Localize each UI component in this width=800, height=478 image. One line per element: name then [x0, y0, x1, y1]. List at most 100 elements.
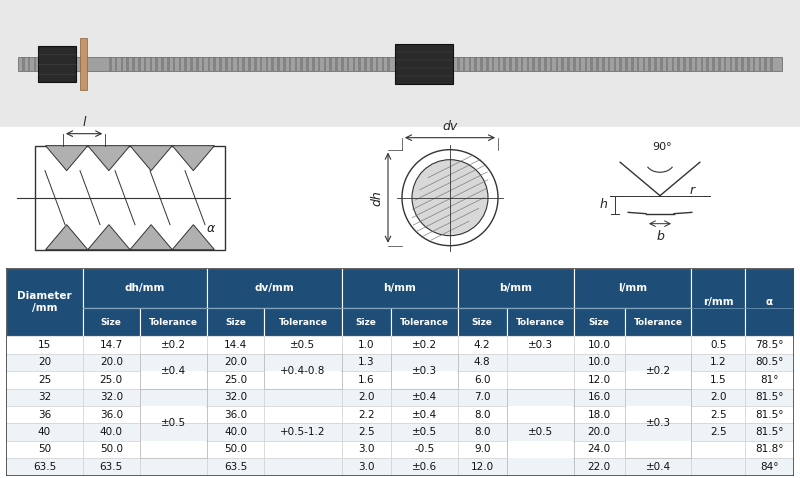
Bar — [390, 424, 458, 441]
Bar — [82, 308, 140, 337]
Bar — [370, 57, 373, 71]
Text: h: h — [599, 198, 607, 211]
Bar — [746, 268, 794, 337]
Bar — [458, 268, 574, 308]
Bar — [672, 57, 674, 71]
Text: 16.0: 16.0 — [587, 392, 610, 402]
Bar — [265, 308, 342, 337]
Bar — [642, 57, 645, 71]
Bar — [342, 371, 390, 389]
Bar — [150, 57, 152, 71]
Bar — [712, 57, 714, 71]
Bar — [724, 57, 726, 71]
Bar — [6, 458, 82, 476]
Bar — [706, 57, 709, 71]
Bar — [730, 57, 732, 71]
Text: -0.5: -0.5 — [414, 445, 434, 455]
Bar — [741, 57, 744, 71]
Bar — [141, 389, 206, 406]
Text: Tolerance: Tolerance — [278, 318, 327, 327]
Bar — [219, 57, 222, 71]
Text: 40.0: 40.0 — [224, 427, 247, 437]
Text: 25.0: 25.0 — [224, 375, 247, 385]
Bar — [144, 57, 146, 71]
Text: 81.8°: 81.8° — [755, 445, 784, 455]
Bar — [207, 458, 265, 476]
Bar — [718, 57, 721, 71]
Bar — [538, 57, 541, 71]
Text: 1.5: 1.5 — [710, 375, 726, 385]
Text: 15: 15 — [38, 340, 51, 350]
Text: ±0.5: ±0.5 — [161, 418, 186, 428]
Bar — [458, 441, 506, 458]
Bar — [625, 308, 691, 337]
Text: 50: 50 — [38, 445, 51, 455]
Bar — [382, 57, 384, 71]
Bar — [342, 268, 458, 308]
Bar — [207, 424, 265, 441]
Bar — [289, 57, 291, 71]
Text: 12.0: 12.0 — [587, 375, 610, 385]
Text: 2.5: 2.5 — [710, 410, 726, 420]
Bar — [567, 57, 570, 71]
Bar — [506, 371, 574, 389]
Text: 12.0: 12.0 — [470, 462, 494, 472]
Text: 40: 40 — [38, 427, 51, 437]
Bar — [550, 57, 552, 71]
Bar — [747, 57, 750, 71]
Bar — [390, 354, 458, 389]
Bar — [625, 389, 691, 406]
Polygon shape — [88, 225, 130, 250]
Bar — [364, 57, 366, 71]
Bar — [82, 371, 140, 389]
Text: 63.5: 63.5 — [100, 462, 123, 472]
Bar — [390, 308, 458, 337]
Text: α: α — [207, 222, 215, 235]
Bar — [590, 57, 593, 71]
Bar — [173, 57, 175, 71]
Text: Tolerance: Tolerance — [400, 318, 449, 327]
Text: 90°: 90° — [652, 142, 672, 152]
Bar — [141, 441, 206, 458]
Text: 20.0: 20.0 — [588, 427, 610, 437]
Bar — [625, 337, 691, 354]
Bar — [342, 441, 390, 458]
Bar — [207, 337, 265, 354]
Bar — [342, 458, 390, 476]
Bar — [82, 441, 140, 458]
Bar — [265, 371, 342, 389]
Bar — [301, 57, 303, 71]
Bar — [140, 406, 207, 424]
Bar — [625, 354, 691, 389]
Bar — [18, 57, 782, 71]
Text: 25.0: 25.0 — [100, 375, 123, 385]
Bar — [506, 354, 574, 371]
Bar — [277, 57, 280, 71]
Bar — [506, 441, 574, 458]
Bar — [735, 57, 738, 71]
Bar — [202, 57, 204, 71]
Bar — [507, 458, 573, 476]
Bar — [562, 57, 564, 71]
Bar — [631, 57, 634, 71]
Bar — [260, 57, 262, 71]
Bar — [82, 458, 140, 476]
Bar — [6, 389, 82, 406]
Bar — [390, 406, 458, 424]
Bar — [225, 57, 227, 71]
Bar — [458, 424, 506, 441]
Bar — [178, 57, 181, 71]
Bar — [283, 57, 286, 71]
Bar — [691, 441, 746, 458]
Bar — [507, 424, 573, 441]
Bar — [625, 441, 691, 458]
Bar — [498, 57, 500, 71]
Bar — [138, 57, 141, 71]
Bar — [265, 406, 342, 424]
Bar — [694, 57, 698, 71]
Bar — [619, 57, 622, 71]
Bar — [469, 57, 471, 71]
Bar — [140, 424, 207, 441]
Bar — [691, 337, 746, 354]
Text: 22.0: 22.0 — [587, 462, 610, 472]
